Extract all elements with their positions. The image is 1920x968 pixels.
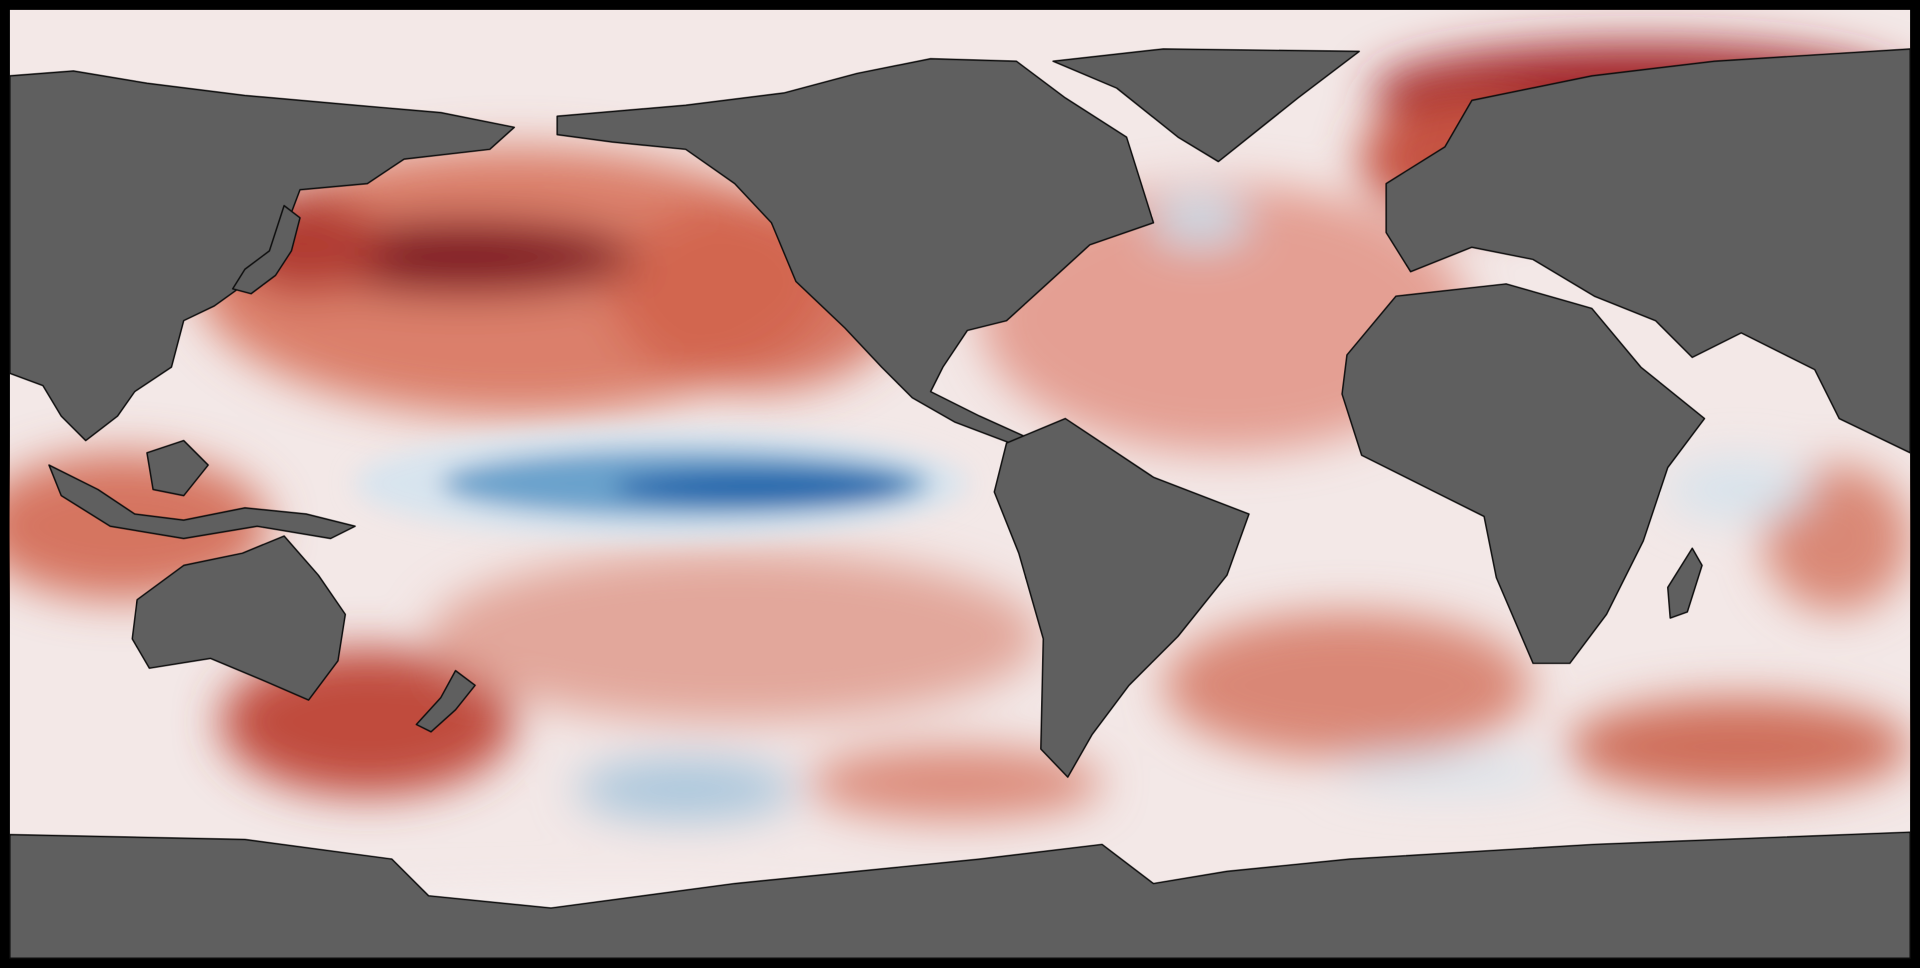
eurasia-west [1385,48,1911,454]
borneo [146,439,209,497]
antarctica [9,831,1911,959]
new-zealand [415,669,476,733]
japan [231,204,301,295]
indonesia [48,464,356,540]
north-america [556,58,1155,444]
equatorial-cold-tongue [355,428,968,539]
greenland [1052,48,1360,163]
landmasses [9,48,1911,959]
africa [1341,283,1706,665]
madagascar [1667,547,1703,619]
south-america [993,417,1250,778]
australia [131,535,347,701]
